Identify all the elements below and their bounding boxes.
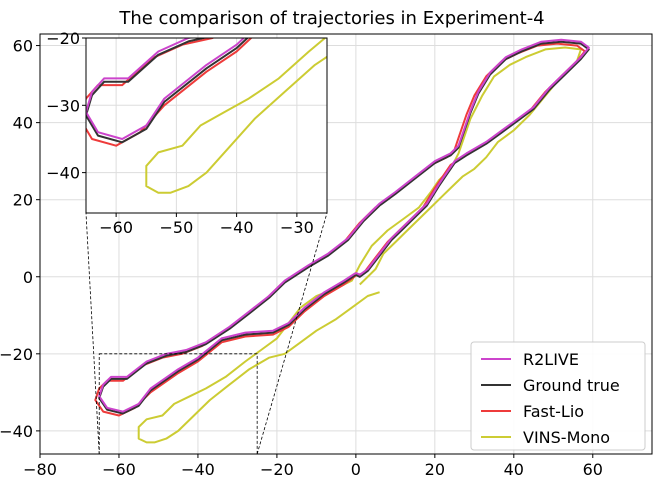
legend-label-r2live: R2LIVE [523, 350, 579, 369]
series-line-ground-true [98, 40, 590, 415]
x-tick-label: −20 [260, 460, 294, 479]
inset-connector [85, 212, 100, 455]
x-tick-label: 40 [504, 460, 524, 479]
y-tick-label: 60 [13, 37, 33, 56]
inset-x-tick-label: −40 [220, 218, 254, 237]
x-tick-label: −60 [102, 460, 136, 479]
inset-y-tick-label: −30 [46, 96, 80, 115]
zoom-region-box [98, 353, 258, 455]
x-tick-label: 20 [425, 460, 445, 479]
inset-x-tick-label: −30 [280, 218, 314, 237]
y-tick-label: 0 [23, 268, 33, 287]
inset-y-tick-label: −40 [46, 164, 80, 183]
legend-label-ground-true: Ground true [523, 376, 620, 395]
inset-connector [256, 212, 328, 455]
legend-label-vins-mono: VINS-Mono [523, 428, 610, 447]
inset-frame [85, 37, 328, 214]
x-tick-label: −80 [23, 460, 57, 479]
y-tick-label: 40 [13, 114, 33, 133]
inset-series-line-r2live [86, 38, 246, 140]
plot-frame [39, 33, 653, 455]
legend-box [470, 341, 646, 451]
inset-series-line-ground-true [86, 38, 249, 144]
series-line-vins-mono [137, 46, 582, 444]
inset-series-line-vins-mono [145, 38, 327, 194]
inset-y-tick-label: −20 [46, 29, 80, 48]
series-line-r2live [98, 38, 590, 413]
inset-x-tick-label: −60 [99, 218, 133, 237]
y-tick-label: −20 [0, 345, 33, 364]
y-tick-label: −40 [0, 422, 33, 441]
y-tick-label: 20 [13, 191, 33, 210]
x-tick-label: 60 [583, 460, 603, 479]
chart-title: The comparison of trajectories in Experi… [118, 8, 544, 29]
legend-label-fast-lio: Fast-Lio [523, 402, 584, 421]
inset-x-tick-label: −50 [159, 218, 193, 237]
x-tick-label: 0 [351, 460, 361, 479]
x-tick-label: −40 [181, 460, 215, 479]
